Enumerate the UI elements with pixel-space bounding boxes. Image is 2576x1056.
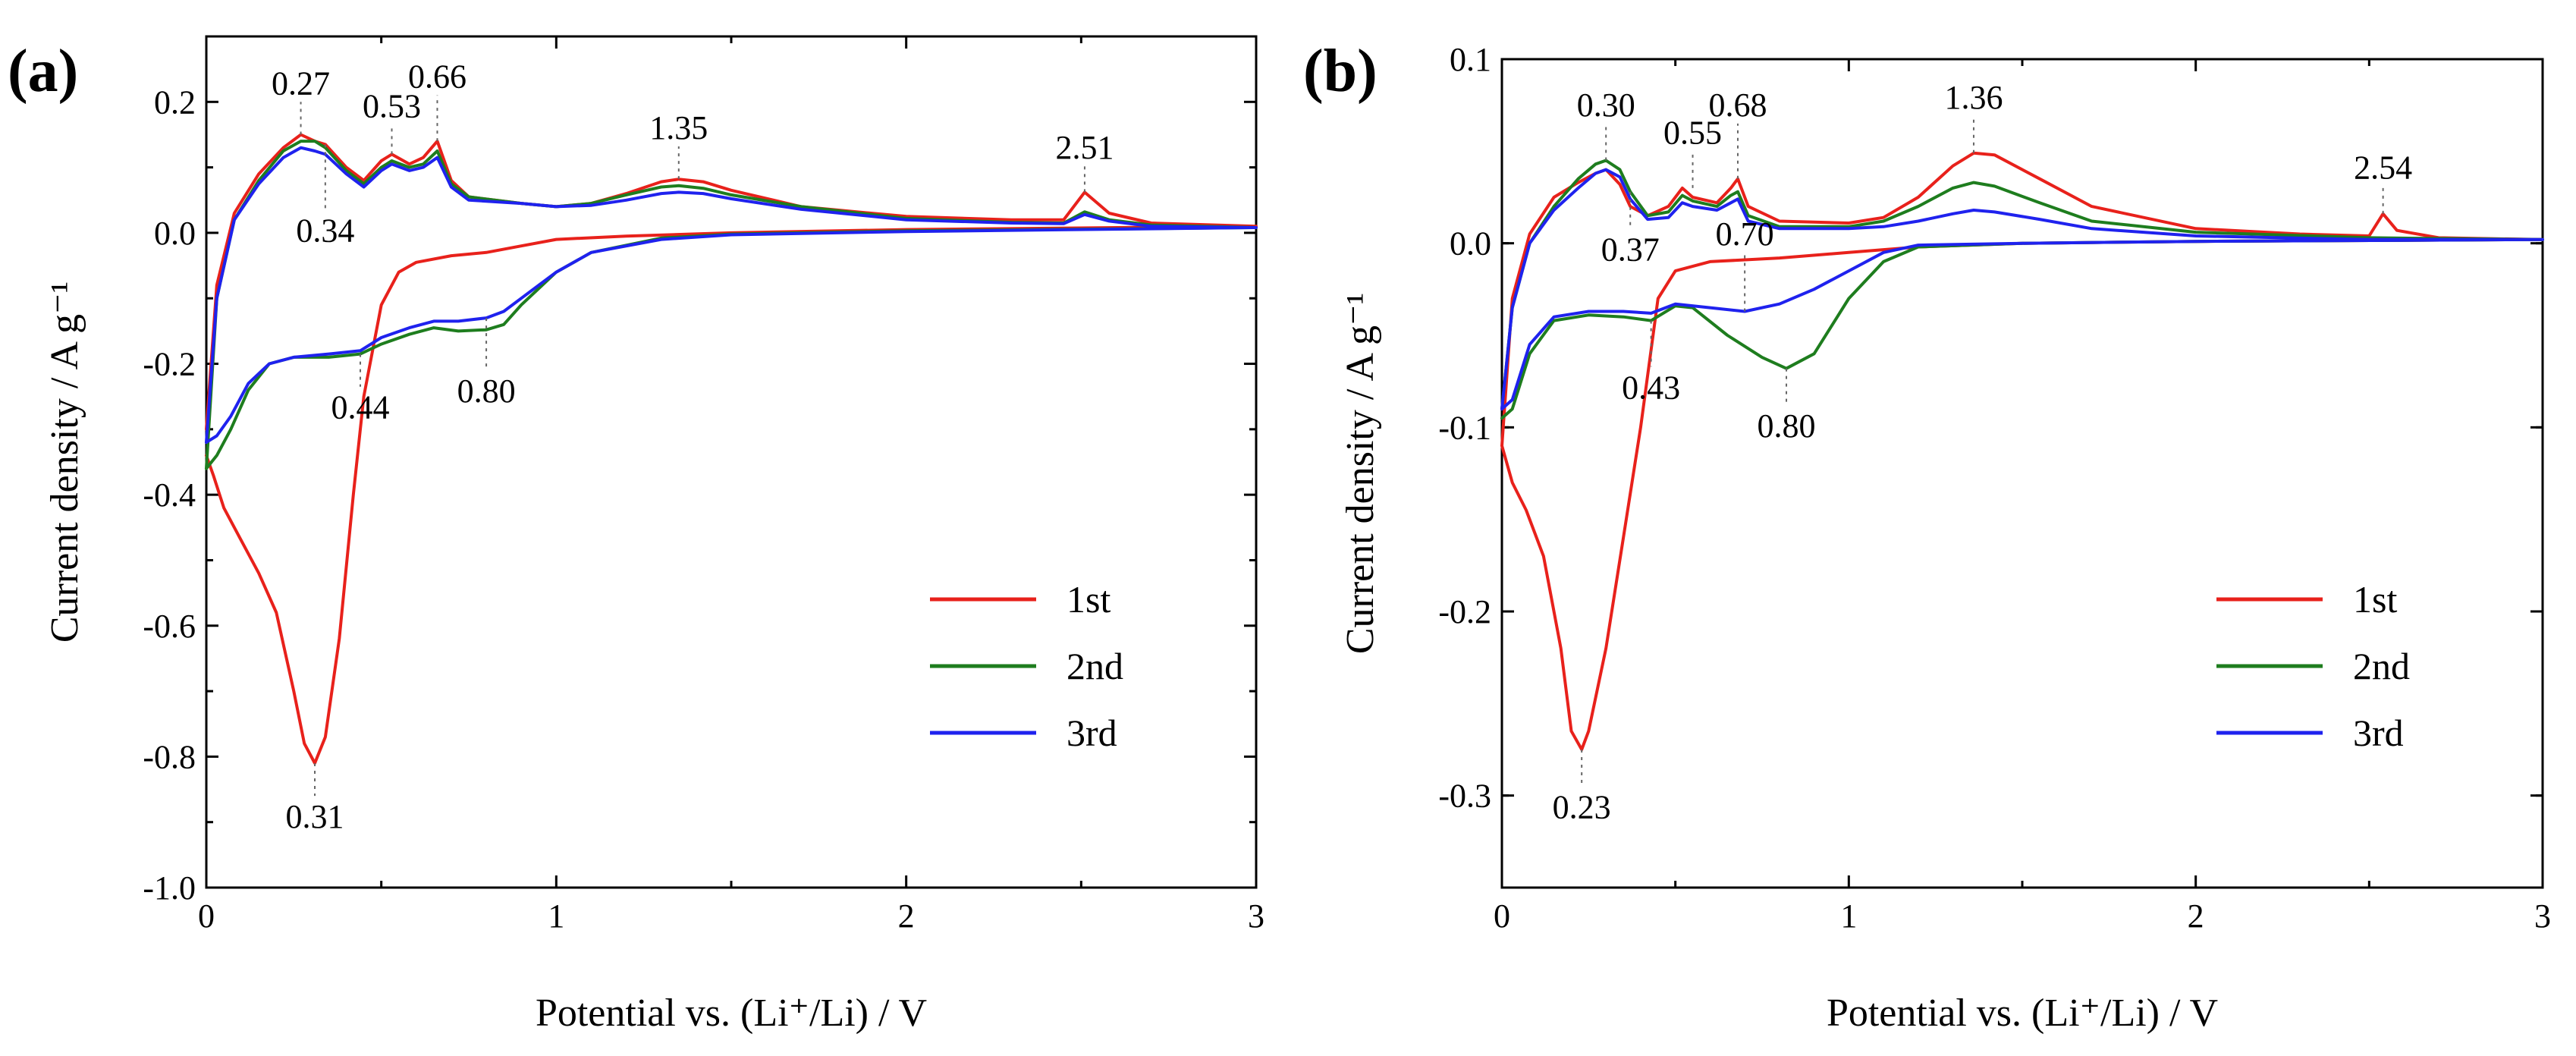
peak-annotation: 0.34 — [296, 212, 354, 250]
x-tick-label: 1 — [548, 897, 564, 935]
legend-label: 2nd — [2353, 645, 2410, 687]
x-tick-label: 3 — [2534, 897, 2551, 935]
x-tick-label: 1 — [1840, 897, 1857, 935]
legend-label: 3rd — [1067, 712, 1117, 754]
panel-b: (b) 0 1 2 3 -0.3 -0.2 -0.1 0.0 0.1 Potential vs. (… — [1303, 38, 2551, 1035]
x-axis-title: Potential vs. (Li⁺/Li) / V — [536, 992, 927, 1035]
x-tick-label: 0 — [1494, 897, 1510, 935]
legend-label: 1st — [2353, 578, 2397, 621]
series-line-3rd — [205, 146, 1258, 445]
y-axis-title: Current density / A g⁻¹ — [1339, 293, 1382, 654]
legend-label: 2nd — [1067, 645, 1123, 687]
peak-annotation: 0.66 — [408, 58, 467, 96]
y-tick-label: 0.0 — [154, 215, 196, 252]
panel-label: (a) — [8, 38, 78, 105]
y-tick-label: 0.1 — [1450, 41, 1491, 78]
series-line-2nd — [1500, 159, 2544, 420]
peak-annotation: 1.36 — [1944, 79, 2003, 116]
y-tick-label: -0.8 — [143, 738, 196, 775]
legend-label: 3rd — [2353, 712, 2404, 754]
x-tick-label: 2 — [898, 897, 915, 935]
x-tick-label: 0 — [198, 897, 215, 935]
y-tick-label: -0.3 — [1438, 778, 1491, 815]
y-tick-label: -0.4 — [143, 476, 196, 514]
peak-annotation: 0.70 — [1716, 215, 1774, 253]
peak-annotation: 0.80 — [457, 372, 516, 410]
peak-annotation: 0.53 — [363, 88, 421, 125]
y-axis-title: Current density / A g⁻¹ — [43, 281, 86, 643]
y-tick-label: -0.2 — [1438, 593, 1491, 630]
peak-annotation: 0.27 — [272, 64, 330, 102]
panel-a: (a) 0 1 2 3 -1.0 -0.8 -0.6 -0.4 -0.2 0.0 0.2 Potenti… — [8, 35, 1264, 1035]
peak-annotation: 1.35 — [649, 109, 708, 146]
y-tick-label: -0.1 — [1438, 409, 1491, 446]
x-tick-label: 2 — [2188, 897, 2204, 935]
peak-annotation: 0.55 — [1663, 114, 1722, 151]
y-tick-label: -1.0 — [143, 869, 196, 907]
y-tick-label: -0.2 — [143, 346, 196, 383]
x-tick-label: 3 — [1248, 897, 1264, 935]
peak-annotation: 0.23 — [1553, 789, 1611, 826]
x-axis-title: Potential vs. (Li⁺/Li) / V — [1827, 992, 2218, 1035]
peak-annotation: 0.68 — [1708, 86, 1767, 124]
peak-annotation: 2.51 — [1055, 129, 1114, 166]
y-tick-label: 0.2 — [154, 83, 196, 121]
peak-annotation: 0.43 — [1622, 369, 1680, 406]
legend-label: 1st — [1067, 578, 1111, 621]
series-line-3rd — [1500, 168, 2544, 411]
panel-label: (b) — [1303, 38, 1378, 105]
series-line-1st — [205, 133, 1258, 765]
peak-annotation: 0.31 — [286, 798, 344, 835]
peak-annotation: 0.80 — [1758, 407, 1816, 445]
peak-annotation: 0.37 — [1601, 231, 1660, 268]
peak-annotation: 2.54 — [2354, 149, 2412, 186]
peak-annotation: 0.30 — [1577, 86, 1635, 124]
peak-annotation: 0.44 — [331, 389, 389, 426]
y-tick-label: 0.0 — [1450, 225, 1491, 262]
y-tick-label: -0.6 — [143, 608, 196, 645]
